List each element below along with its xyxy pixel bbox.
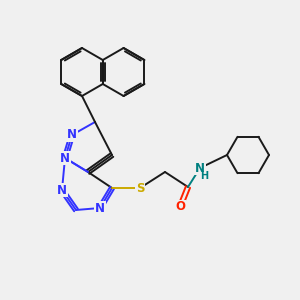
Text: N: N: [195, 161, 205, 175]
Text: N: N: [95, 202, 105, 214]
Text: O: O: [175, 200, 185, 214]
Text: N: N: [57, 184, 67, 196]
Text: H: H: [200, 171, 208, 181]
Text: S: S: [136, 182, 144, 194]
Text: N: N: [60, 152, 70, 164]
Text: N: N: [67, 128, 77, 142]
